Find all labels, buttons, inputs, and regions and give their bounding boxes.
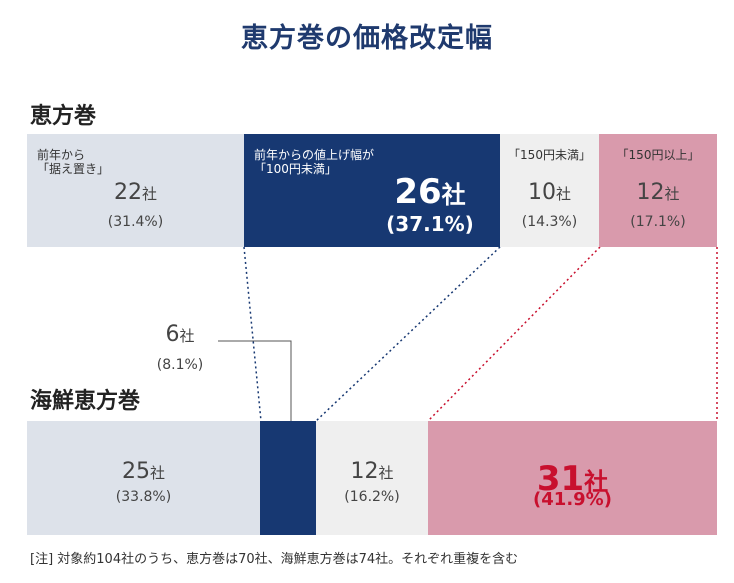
segment-label-r0-s0: 前年から 「据え置き」: [37, 148, 110, 176]
connector-line-left: [243, 246, 262, 422]
segment-count-r0-s3: 12社: [599, 180, 717, 205]
chart-title: 恵方巻の価格改定幅: [241, 23, 493, 54]
count-number: 12: [350, 459, 379, 484]
footnote: [注] 対象約104社のうち、恵方巻は70社、海鮮恵方巻は74社。それぞれ重複を…: [30, 552, 519, 567]
count-number: 12: [636, 180, 665, 205]
segment-label-r0-s3: 「150円以上」: [616, 148, 700, 162]
count-unit: 社: [441, 181, 466, 209]
count-number: 26: [394, 172, 442, 212]
connector-line-red-left: [427, 246, 601, 422]
bar-segment-r0-s3: [599, 134, 717, 247]
bar-segment-r1-s2: [316, 421, 428, 535]
count-unit: 社: [584, 468, 609, 496]
bar-segment-r0-s2: [500, 134, 599, 247]
segment-label-r0-s1: 前年からの値上げ幅が 「100円未満」: [254, 148, 375, 176]
count-number: 10: [527, 180, 556, 205]
segment-percent-r0-s0: (31.4%): [107, 214, 164, 230]
segment-percent-r1-s1: (8.1%): [156, 357, 204, 373]
count-number: 31: [536, 459, 585, 499]
segment-percent-r1-s2: (16.2%): [344, 489, 400, 505]
segment-label-r0-s2: 「150円未満」: [508, 148, 591, 162]
segment-percent-r0-s1: (37.1%): [386, 212, 474, 236]
count-number: 6: [165, 322, 180, 347]
count-unit: 社: [378, 464, 394, 482]
segment-percent-r1-s3: (41.9%): [533, 489, 612, 510]
segment-percent-r0-s3: (17.1%): [630, 214, 686, 230]
bar-segment-r1-s3: [428, 421, 717, 535]
bar-segment-r1-s1: [260, 421, 316, 535]
count-number: 22: [113, 180, 142, 205]
segment-count-r1-s0: 25社: [27, 459, 260, 484]
segment-count-r1-s3: 31社: [428, 459, 717, 499]
segment-percent-r1-s0: (33.8%): [115, 489, 172, 505]
bar-segment-r1-s0: [27, 421, 260, 535]
count-unit: 社: [555, 185, 571, 203]
segment-percent-r0-s2: (14.3%): [521, 214, 578, 230]
row-label-ehomaki: 恵方巻: [30, 104, 97, 129]
count-unit: 社: [149, 464, 165, 482]
bar-segment-r0-s0: [27, 134, 244, 247]
bar-segment-r0-s1: [244, 134, 500, 247]
callout-leader-line: [218, 340, 292, 421]
count-unit: 社: [141, 185, 157, 203]
segment-count-r0-s2: 10社: [500, 180, 599, 205]
count-number: 25: [121, 459, 150, 484]
segment-count-r1-s2: 12社: [316, 459, 428, 484]
segment-count-r0-s1: 26社: [370, 172, 490, 212]
segment-count-r1-s1: 6社: [130, 322, 230, 347]
connector-line-navy: [315, 246, 501, 422]
count-unit: 社: [179, 327, 195, 345]
segment-count-r0-s0: 22社: [27, 180, 244, 205]
count-unit: 社: [664, 185, 680, 203]
row-label-kaisen-ehomaki: 海鮮恵方巻: [30, 389, 141, 414]
